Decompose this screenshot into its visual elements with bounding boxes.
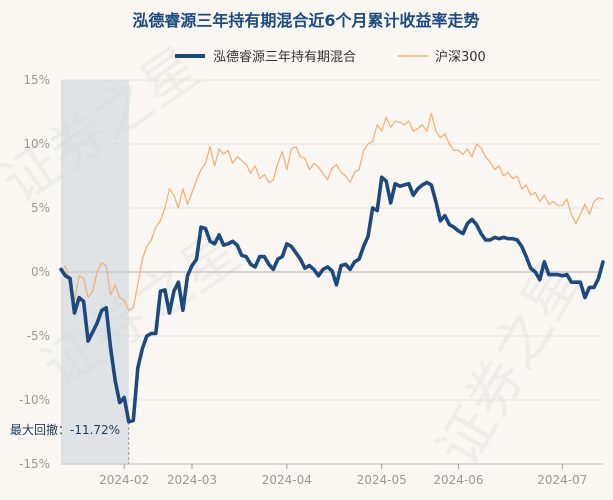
y-tick-label: 5%: [31, 201, 50, 215]
max-drawdown-region: [61, 80, 129, 464]
axes: 15% 10% 5% 0% -5% -10% -15% 2024-02 2024-03 2024-…: [19, 73, 603, 487]
y-tick-label: -10%: [19, 393, 50, 407]
legend: 泓德睿源三年持有期混合 沪深300: [175, 49, 486, 65]
legend-label-index: 沪深300: [435, 49, 486, 65]
series-line-fund: [59, 175, 605, 424]
drawdown-area: [61, 80, 130, 464]
legend-label-fund: 泓德睿源三年持有期混合: [213, 50, 356, 65]
annotations: 最大回撤：-11.72%: [10, 422, 120, 437]
y-tick-label: -15%: [19, 457, 50, 471]
x-tick-label: 2024-05: [357, 473, 407, 487]
x-tick-label: 2024-04: [262, 473, 312, 487]
y-tick-label: 15%: [23, 73, 50, 87]
x-tick-label: 2024-07: [537, 473, 587, 487]
y-tick-label: -5%: [27, 329, 50, 343]
series: [59, 112, 605, 424]
y-tick-label: 0%: [31, 265, 50, 279]
x-tick-label: 2024-02: [99, 473, 149, 487]
x-tick-label: 2024-03: [167, 473, 217, 487]
x-tick-label: 2024-06: [433, 473, 483, 487]
chart-title: 泓德睿源三年持有期混合近6个月累计收益率走势: [132, 11, 479, 30]
max-drawdown-label: 最大回撤：-11.72%: [10, 422, 120, 437]
y-tick-label: 10%: [23, 137, 50, 151]
watermark-text: 证券之星: [426, 251, 594, 477]
series-line-index: [60, 112, 604, 312]
